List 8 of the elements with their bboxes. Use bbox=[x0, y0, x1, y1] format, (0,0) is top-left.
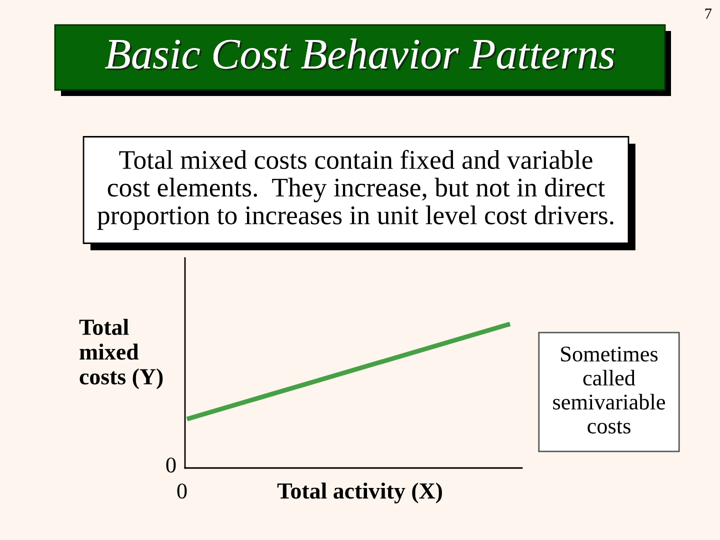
text: 0 bbox=[177, 484, 187, 499]
x-axis-title: Total activity (X) bbox=[277, 482, 442, 504]
chart-title: Basic Cost Behavior Patterns bbox=[105, 38, 616, 70]
y-axis-title: Total mixed costs (Y) bbox=[79, 318, 163, 390]
chart-subtitle: Total mixed costs contain fixed and variable cost elements. They increase, but not in direct proportion to increases in unit level cost drivers. bbox=[97, 150, 614, 230]
annotation: 0 bbox=[166, 458, 176, 473]
text: 7 bbox=[705, 8, 712, 19]
annotation: Sometimes called semivariable costs bbox=[553, 346, 665, 434]
